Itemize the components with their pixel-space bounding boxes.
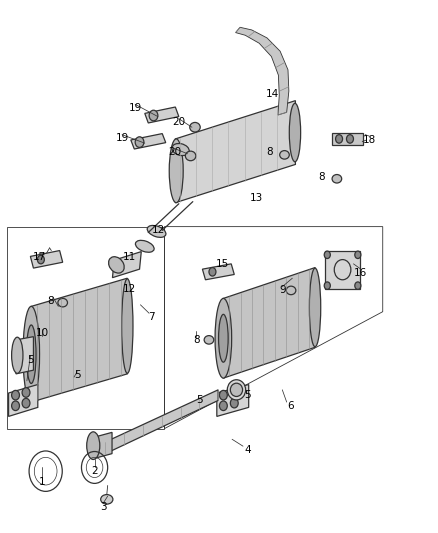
Polygon shape — [16, 337, 33, 374]
Circle shape — [149, 110, 158, 121]
Circle shape — [336, 135, 343, 143]
Ellipse shape — [26, 325, 36, 383]
Ellipse shape — [204, 336, 214, 344]
Ellipse shape — [87, 432, 100, 459]
Circle shape — [346, 135, 353, 143]
Ellipse shape — [101, 495, 113, 504]
Polygon shape — [106, 390, 218, 454]
Circle shape — [12, 401, 19, 410]
Text: 17: 17 — [32, 252, 46, 262]
Ellipse shape — [230, 383, 243, 397]
Ellipse shape — [215, 298, 232, 378]
Text: 5: 5 — [244, 390, 251, 400]
Text: 20: 20 — [168, 147, 181, 157]
Text: 8: 8 — [318, 172, 325, 182]
Circle shape — [219, 390, 227, 400]
Ellipse shape — [122, 279, 133, 373]
Text: 8: 8 — [266, 147, 272, 157]
Text: 9: 9 — [279, 286, 286, 295]
Circle shape — [355, 282, 361, 289]
Circle shape — [209, 268, 216, 276]
Polygon shape — [236, 27, 289, 115]
Ellipse shape — [219, 314, 228, 362]
Text: 14: 14 — [265, 88, 279, 99]
Circle shape — [230, 398, 238, 408]
Polygon shape — [175, 101, 295, 203]
Polygon shape — [145, 107, 179, 123]
Ellipse shape — [109, 257, 124, 273]
Text: 19: 19 — [128, 103, 142, 113]
Circle shape — [22, 387, 30, 397]
Polygon shape — [131, 134, 166, 149]
Ellipse shape — [289, 103, 300, 162]
Circle shape — [219, 401, 227, 410]
Bar — [332, 133, 363, 146]
Circle shape — [230, 387, 238, 397]
Text: 18: 18 — [363, 135, 376, 145]
Circle shape — [22, 398, 30, 408]
Circle shape — [355, 251, 361, 259]
Circle shape — [12, 390, 19, 400]
Text: 15: 15 — [216, 259, 229, 269]
Ellipse shape — [147, 225, 166, 237]
Circle shape — [135, 137, 144, 148]
Text: 8: 8 — [48, 296, 54, 306]
Ellipse shape — [190, 123, 200, 132]
Ellipse shape — [12, 337, 23, 373]
Polygon shape — [30, 251, 63, 268]
Circle shape — [324, 282, 330, 289]
Text: 13: 13 — [250, 193, 263, 204]
Text: 10: 10 — [35, 328, 49, 338]
Text: 4: 4 — [244, 445, 251, 455]
Text: 11: 11 — [123, 252, 136, 262]
Polygon shape — [217, 384, 249, 416]
Circle shape — [37, 255, 44, 264]
Ellipse shape — [58, 298, 67, 307]
Text: 12: 12 — [123, 284, 136, 294]
Circle shape — [324, 251, 330, 259]
Ellipse shape — [286, 286, 296, 295]
Text: 1: 1 — [39, 477, 46, 487]
Text: 12: 12 — [152, 225, 166, 236]
Polygon shape — [113, 252, 141, 278]
Polygon shape — [9, 384, 38, 416]
Ellipse shape — [23, 306, 39, 402]
Polygon shape — [31, 278, 127, 402]
Ellipse shape — [135, 240, 154, 252]
Ellipse shape — [185, 151, 196, 161]
Ellipse shape — [332, 174, 342, 183]
Bar — [325, 251, 360, 289]
Ellipse shape — [227, 379, 246, 400]
Polygon shape — [223, 268, 315, 378]
Text: 5: 5 — [74, 370, 81, 381]
Text: 5: 5 — [27, 354, 34, 365]
Ellipse shape — [169, 139, 183, 203]
Text: 7: 7 — [148, 312, 155, 322]
Polygon shape — [202, 264, 234, 280]
Text: 6: 6 — [288, 401, 294, 411]
Text: 19: 19 — [116, 133, 129, 143]
Text: 16: 16 — [354, 268, 367, 278]
Text: 3: 3 — [100, 502, 106, 512]
Ellipse shape — [280, 151, 289, 159]
Text: 5: 5 — [196, 395, 203, 406]
Text: 2: 2 — [91, 466, 98, 476]
Text: 20: 20 — [172, 117, 185, 127]
Ellipse shape — [309, 268, 321, 347]
Text: 8: 8 — [193, 335, 200, 345]
Polygon shape — [92, 432, 112, 459]
Ellipse shape — [172, 143, 189, 156]
